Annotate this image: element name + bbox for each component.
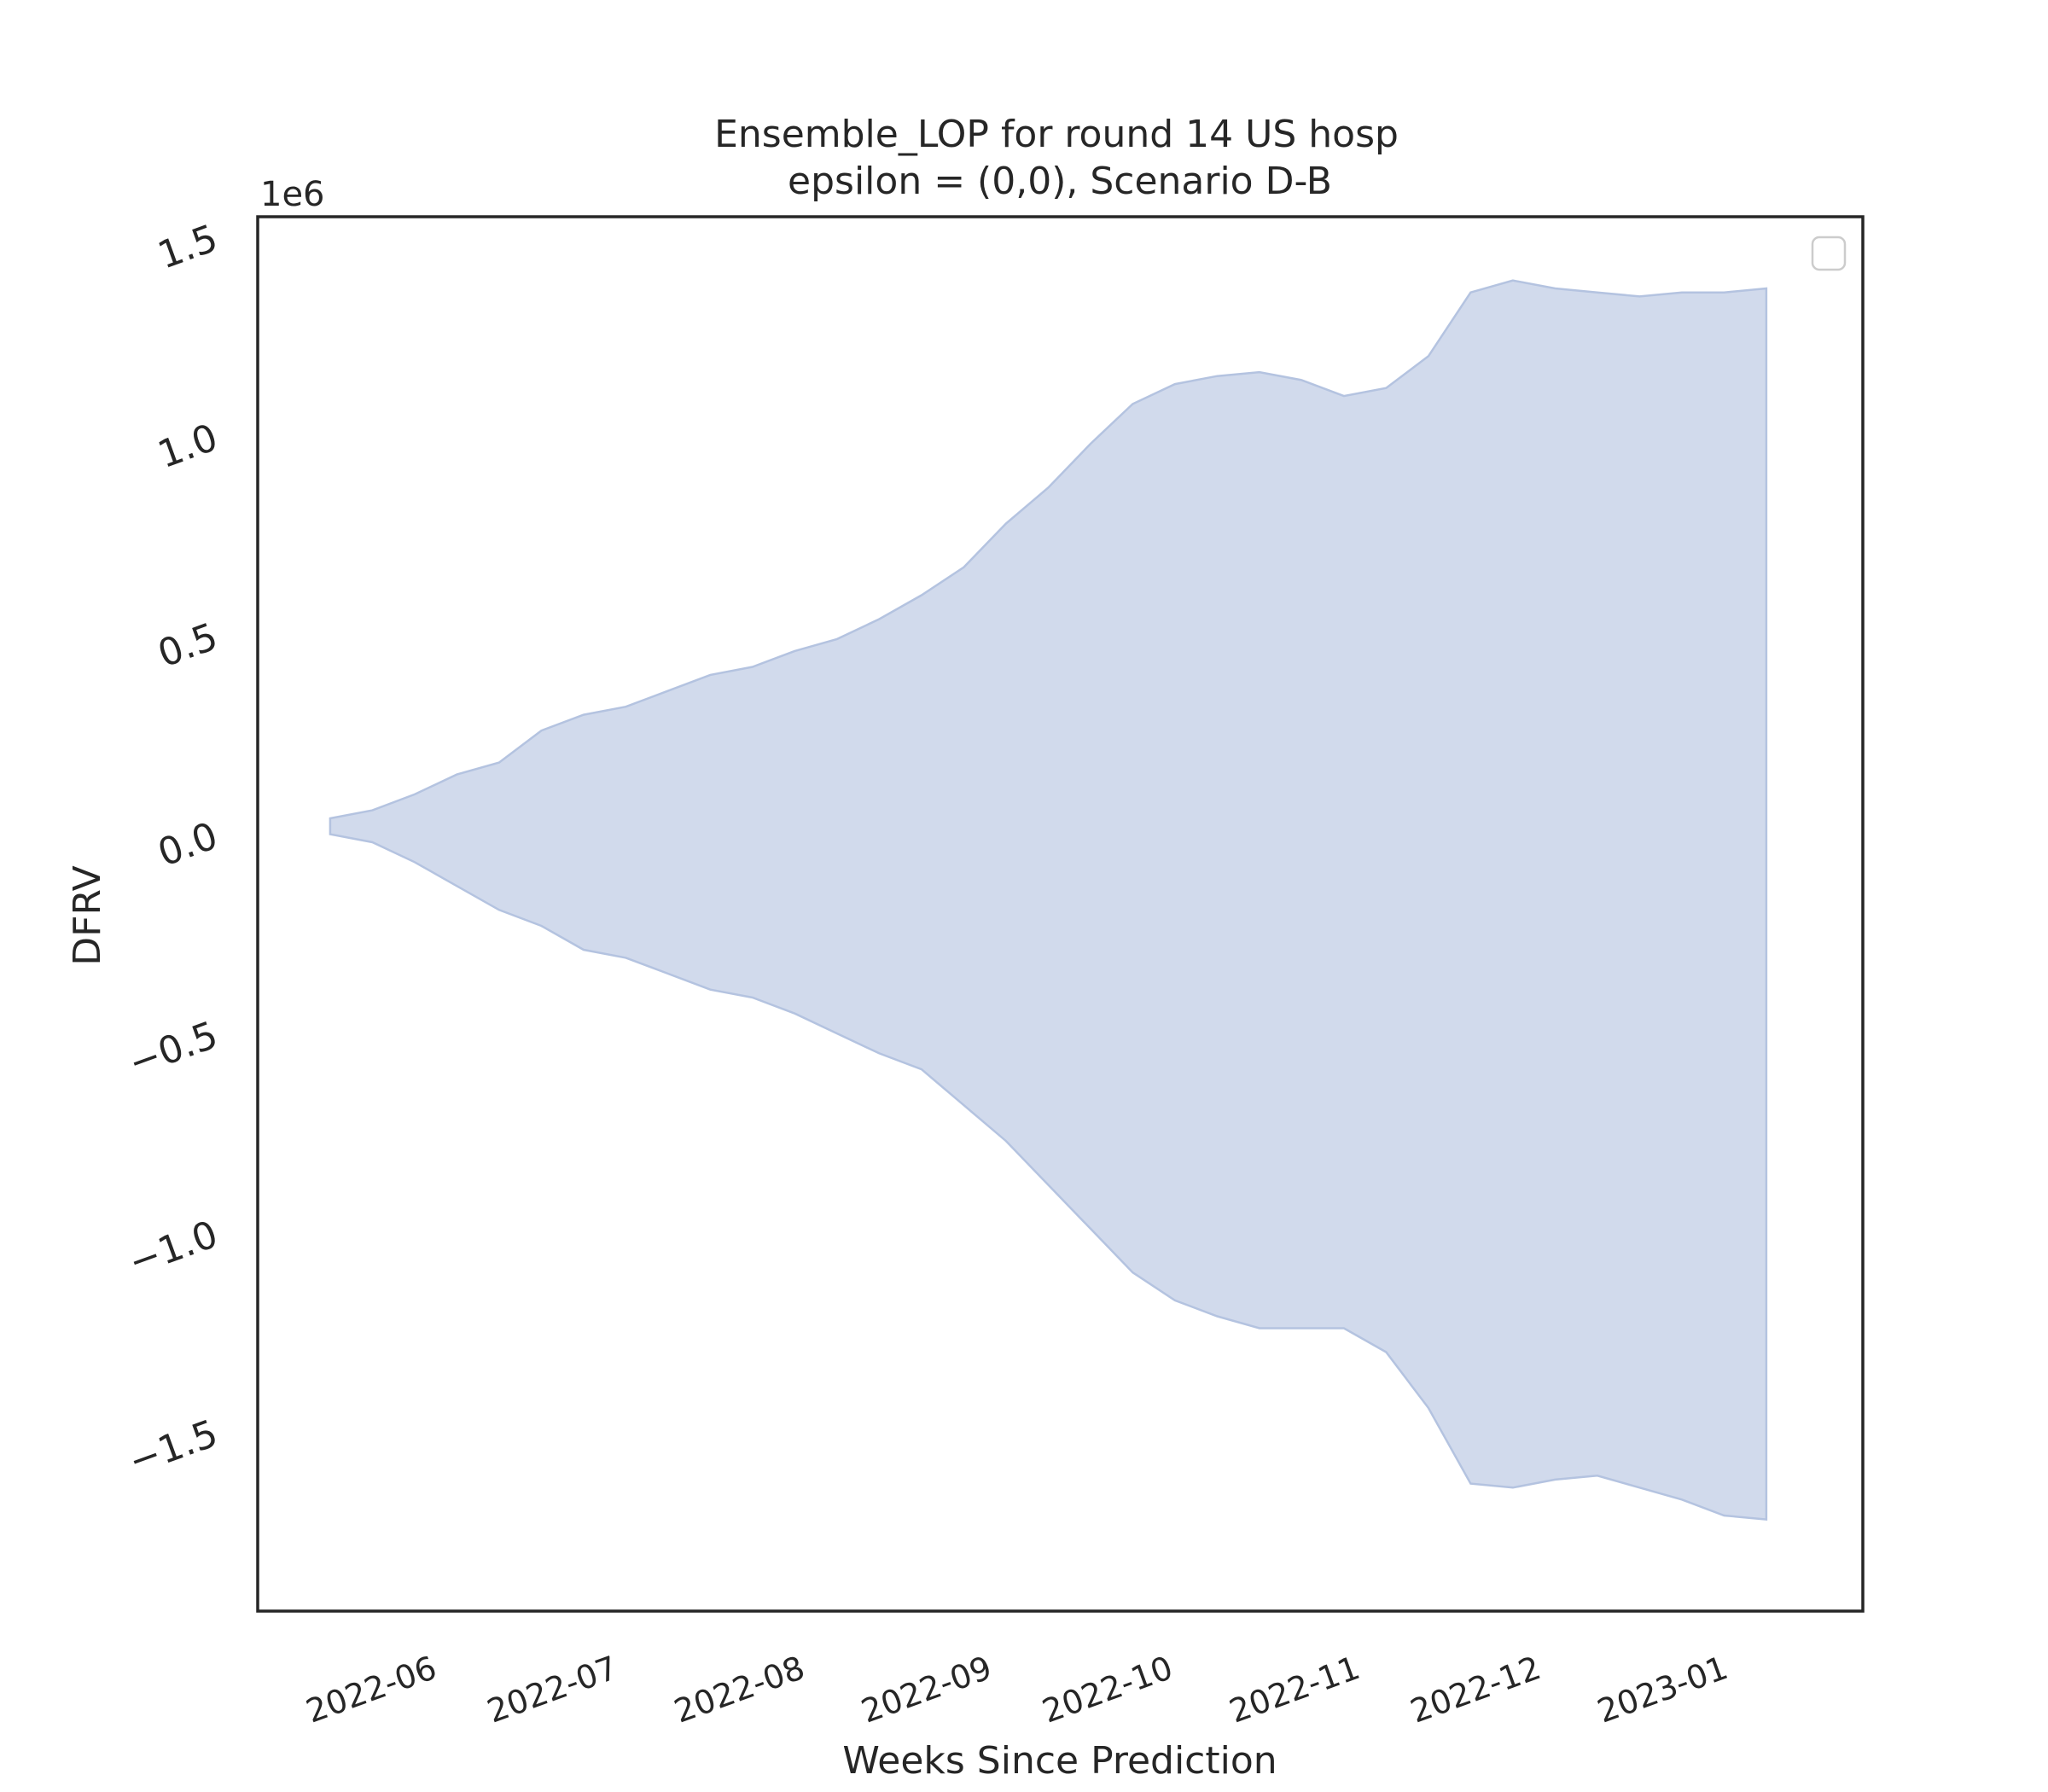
y-axis-label: DFRV <box>66 865 109 965</box>
y-tick-label: −0.5 <box>123 1014 224 1085</box>
x-tick-label: 2022-12 <box>1405 1649 1545 1731</box>
chart-title: Ensemble_LOP for round 14 US hosp <box>714 113 1399 156</box>
y-tick-label: 0.5 <box>153 615 224 677</box>
x-axis-label: Weeks Since Prediction <box>842 1739 1277 1783</box>
x-tick-label: 2022-09 <box>857 1649 997 1731</box>
x-tick-label: 2022-08 <box>669 1649 809 1731</box>
y-tick-label: 0.0 <box>153 814 224 876</box>
axes-frame <box>256 215 1865 1613</box>
x-tick-label: 2022-11 <box>1225 1649 1364 1731</box>
x-tick-label: 2022-10 <box>1038 1649 1178 1731</box>
x-tick-labels: 2022-06 2022-07 2022-08 2022-09 2022-10 2022-… <box>301 1649 1733 1731</box>
y-tick-label: 1.5 <box>153 217 224 278</box>
x-tick-label: 2022-06 <box>301 1649 441 1731</box>
y-offset-label: 1e6 <box>260 175 325 214</box>
area-layer <box>329 279 1768 1521</box>
x-tick-label: 2022-07 <box>482 1649 622 1731</box>
x-tick-label: 2023-01 <box>1592 1649 1732 1731</box>
chart-subtitle: epsilon = (0,0), Scenario D-B <box>788 160 1332 203</box>
band-area <box>329 279 1768 1521</box>
legend-box <box>1811 236 1847 271</box>
y-tick-labels: 1.5 1.0 0.5 0.0 −0.5 −1.0 −1.5 <box>123 217 224 1484</box>
y-tick-label: −1.0 <box>123 1213 224 1284</box>
y-tick-label: 1.0 <box>153 416 224 477</box>
y-tick-label: −1.5 <box>123 1411 224 1483</box>
